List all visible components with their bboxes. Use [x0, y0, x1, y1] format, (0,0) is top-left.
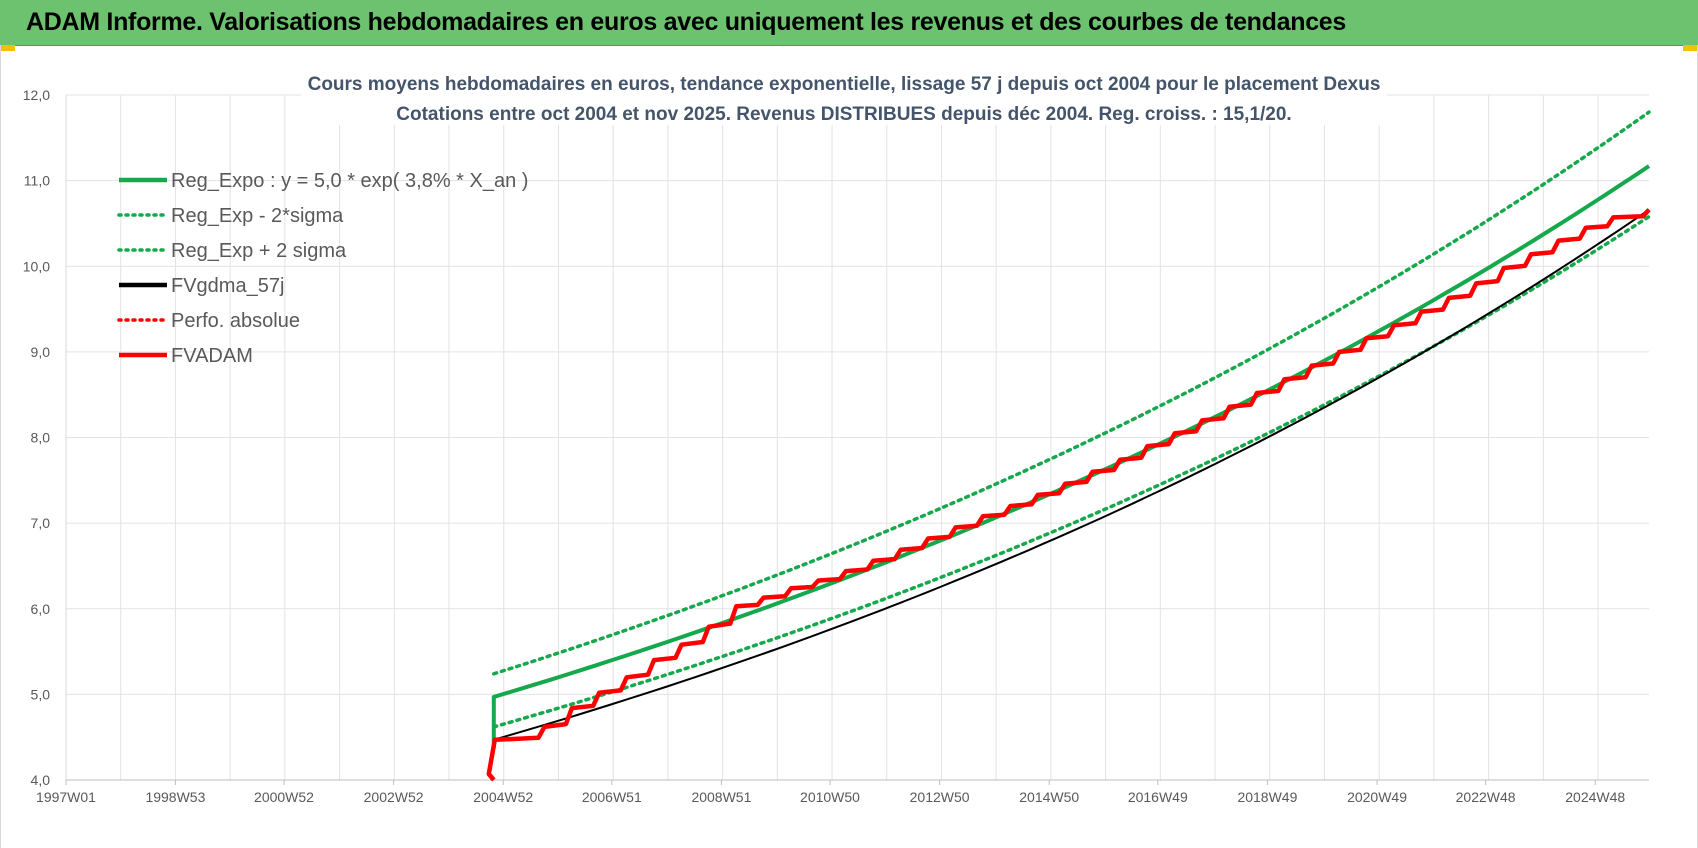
y-tick-label: 9,0 — [31, 344, 51, 360]
fvgdma-57j-line — [493, 208, 1650, 741]
y-tick-label: 11,0 — [24, 173, 50, 189]
x-tick-label: 2006W51 — [582, 789, 642, 805]
x-tick-label: 2022W48 — [1456, 789, 1516, 805]
chart-title: Cours moyens hebdomadaires en euros, ten… — [308, 74, 1381, 95]
x-tick-label: 2010W50 — [800, 789, 860, 805]
x-tick-label: 2014W50 — [1019, 789, 1079, 805]
grid — [66, 94, 1649, 781]
y-tick-label: 10,0 — [23, 258, 50, 274]
x-tick-label: 2018W49 — [1237, 789, 1297, 805]
title-background — [301, 69, 1387, 125]
corner-marker — [1683, 45, 1697, 51]
chart-area: Cours moyens hebdomadaires en euros, ten… — [0, 45, 1698, 848]
reg-expo-line — [491, 164, 1651, 749]
x-tick-label: 1997W01 — [36, 789, 96, 805]
y-tick-label: 5,0 — [31, 686, 51, 702]
y-tick-label: 8,0 — [31, 430, 51, 446]
legend-label: Reg_Exp + 2 sigma — [171, 240, 347, 262]
y-tick-label: 12,0 — [23, 87, 50, 103]
fvadam-line — [486, 208, 1651, 782]
x-tick-label: 2012W50 — [910, 789, 970, 805]
y-tick-label: 4,0 — [31, 772, 51, 788]
reg-exp-minus-2sigma-line — [492, 214, 1651, 729]
x-tick-label: 2016W49 — [1128, 789, 1188, 805]
axes: 4,0 5,0 6,0 7,0 8,0 9,0 10,0 11,0 12,0 1997W01 199… — [23, 87, 1649, 805]
x-tick-label: 2004W52 — [473, 789, 533, 805]
chart-subtitle: Cotations entre oct 2004 et nov 2025. Re… — [396, 104, 1291, 125]
banner-title: ADAM Informe. Valorisations hebdomadaire… — [26, 8, 1347, 36]
title-banner: ADAM Informe. Valorisations hebdomadaire… — [0, 0, 1698, 46]
y-tick-label: 7,0 — [31, 515, 51, 531]
legend: Reg_Expo : y = 5,0 * exp( 3,8% * X_an ) R… — [117, 170, 528, 367]
legend-label: Reg_Expo : y = 5,0 * exp( 3,8% * X_an ) — [171, 170, 528, 192]
x-tick-label: 2024W48 — [1565, 789, 1625, 805]
reg-exp-plus-2sigma-line — [492, 110, 1651, 676]
y-tick-label: 6,0 — [31, 601, 51, 617]
legend-label: FVgdma_57j — [171, 275, 284, 297]
legend-label: FVADAM — [171, 345, 253, 367]
line-chart: Cours moyens hebdomadaires en euros, ten… — [23, 69, 1651, 805]
x-tick-label: 2002W52 — [364, 789, 424, 805]
legend-label: Reg_Exp - 2*sigma — [171, 205, 344, 227]
series-group — [486, 110, 1651, 782]
x-tick-label: 2000W52 — [254, 789, 314, 805]
corner-marker — [1, 45, 15, 51]
chart-title-group: Cours moyens hebdomadaires en euros, ten… — [301, 69, 1387, 125]
x-tick-label: 1998W53 — [145, 789, 205, 805]
x-tick-label: 2020W49 — [1347, 789, 1407, 805]
legend-label: Perfo. absolue — [171, 310, 300, 332]
x-tick-label: 2008W51 — [691, 789, 751, 805]
